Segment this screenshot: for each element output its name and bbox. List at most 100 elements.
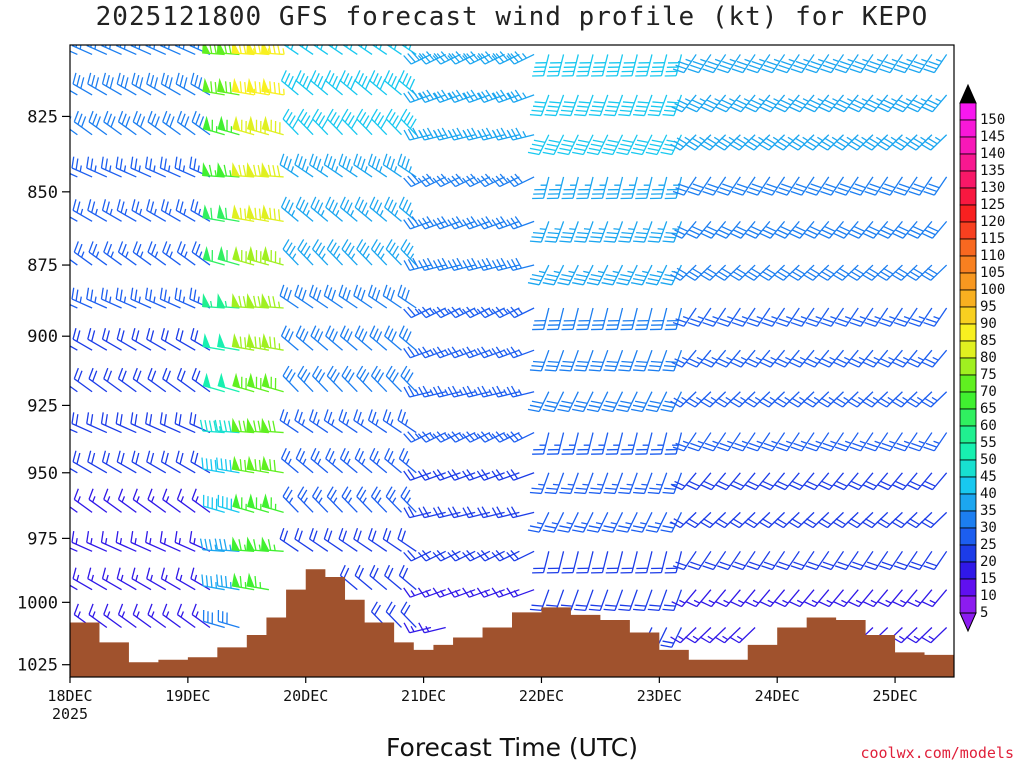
barb-full-feather: [367, 527, 373, 540]
barb-full-feather: [105, 452, 110, 465]
barb-staff: [469, 220, 491, 230]
colorbar-label: 85: [980, 333, 997, 349]
barb-full-feather: [134, 45, 137, 48]
barb-full-feather: [194, 201, 199, 213]
barb-half-feather: [109, 165, 112, 172]
barb-half-feather: [433, 92, 439, 99]
wind-barb: [384, 448, 402, 474]
barb-staff: [356, 118, 373, 136]
barb-full-feather: [563, 101, 576, 104]
barb-staff: [323, 164, 343, 178]
barb-staff: [873, 94, 889, 113]
y-tick-label: 975: [27, 529, 58, 549]
wind-barb: [86, 412, 108, 434]
wind-barb: [311, 365, 329, 393]
barb-staff: [147, 378, 167, 393]
barb-staff: [671, 391, 683, 412]
barb-half-feather: [929, 599, 936, 604]
barb-full-feather: [306, 118, 314, 129]
barb-full-feather: [344, 242, 352, 253]
wind-barb: [687, 307, 712, 327]
wind-barb: [664, 551, 683, 574]
barb-full-feather: [398, 325, 405, 337]
barb-full-feather: [534, 101, 546, 104]
barb-staff: [572, 54, 579, 76]
barb-staff: [115, 45, 137, 56]
barb-full-feather: [295, 325, 302, 337]
barb-full-feather: [470, 51, 479, 61]
barb-full-feather: [662, 640, 674, 644]
barb-staff: [904, 176, 918, 196]
wind-barb: [588, 589, 609, 611]
barb-full-feather: [151, 370, 157, 382]
barb-full-feather: [294, 284, 300, 296]
barb-full-feather: [672, 321, 685, 327]
barb-full-feather: [892, 601, 904, 608]
wind-barb: [356, 239, 373, 266]
barb-full-feather: [323, 153, 329, 165]
barb-full-feather: [115, 156, 119, 169]
barb-full-feather: [134, 414, 138, 426]
barb-full-feather: [149, 452, 155, 465]
barb-staff: [514, 550, 535, 562]
barb-full-feather: [788, 521, 799, 529]
barb-full-feather: [254, 576, 257, 588]
barb-staff: [814, 94, 830, 113]
barb-full-feather: [496, 128, 503, 140]
colorbar-label: 150: [980, 112, 1005, 128]
barb-staff: [584, 589, 594, 611]
barb-staff: [616, 176, 624, 199]
barb-full-feather: [178, 414, 182, 426]
barb-full-feather: [920, 273, 932, 281]
barb-full-feather: [462, 587, 470, 598]
barb-staff: [886, 134, 903, 151]
barb-full-feather: [662, 278, 674, 282]
barb-full-feather: [559, 525, 571, 529]
barb-full-feather: [575, 236, 588, 239]
barb-full-feather: [371, 156, 377, 168]
barb-half-feather: [935, 58, 943, 63]
barb-staff: [86, 541, 108, 552]
barb-staff: [400, 118, 417, 136]
barb-full-feather: [662, 240, 674, 243]
barb-full-feather: [244, 459, 247, 472]
barb-full-feather: [921, 106, 933, 113]
barb-staff: [756, 432, 771, 452]
wind-barb: [115, 412, 137, 434]
wind-barb: [217, 333, 240, 351]
barb-staff: [217, 585, 240, 591]
barb-full-feather: [574, 491, 586, 495]
barb-full-feather: [208, 420, 213, 432]
barb-staff: [784, 94, 800, 113]
barb-full-feather: [130, 45, 132, 46]
barb-full-feather: [510, 385, 518, 397]
barb-full-feather: [403, 369, 411, 380]
wind-barb: [731, 176, 756, 196]
wind-barb: [645, 391, 668, 413]
barb-full-feather: [466, 175, 475, 186]
barb-full-feather: [417, 348, 426, 359]
barb-full-feather: [115, 530, 119, 543]
barb-full-feather: [476, 587, 485, 598]
barb-full-feather: [466, 217, 474, 228]
wind-barb: [861, 264, 889, 281]
barb-full-feather: [476, 348, 485, 359]
barb-staff: [671, 627, 683, 648]
wind-barb: [864, 54, 889, 74]
barb-full-feather: [817, 521, 829, 529]
wind-barb: [662, 589, 683, 611]
barb-full-feather: [194, 452, 199, 465]
x-tick-sublabel: 2025: [52, 705, 88, 723]
wind-barb: [506, 506, 535, 519]
barb-full-feather: [280, 31, 284, 42]
wind-barb: [818, 589, 844, 608]
colorbar-swatch: [959, 238, 977, 257]
barb-full-feather: [773, 521, 784, 529]
wind-barb: [603, 589, 624, 611]
barb-half-feather: [699, 98, 706, 102]
barb-full-feather: [791, 270, 802, 278]
barb-full-feather: [590, 400, 603, 405]
barb-full-feather: [572, 529, 584, 533]
barb-staff: [397, 538, 417, 552]
wind-barb: [788, 511, 815, 529]
